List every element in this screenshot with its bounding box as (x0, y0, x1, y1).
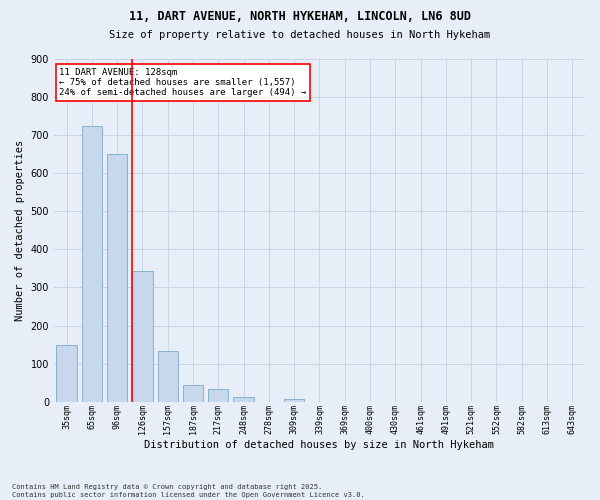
X-axis label: Distribution of detached houses by size in North Hykeham: Distribution of detached houses by size … (145, 440, 494, 450)
Bar (158, 351, 178, 402)
Bar (82, 126, 102, 402)
Y-axis label: Number of detached properties: Number of detached properties (15, 140, 25, 321)
Bar (107, 154, 127, 402)
Text: 11, DART AVENUE, NORTH HYKEHAM, LINCOLN, LN6 8UD: 11, DART AVENUE, NORTH HYKEHAM, LINCOLN,… (129, 10, 471, 23)
Bar (233, 396, 254, 402)
Text: Size of property relative to detached houses in North Hykeham: Size of property relative to detached ho… (109, 30, 491, 40)
Bar (133, 271, 152, 402)
Bar (284, 399, 304, 402)
Text: 11 DART AVENUE: 128sqm
← 75% of detached houses are smaller (1,557)
24% of semi-: 11 DART AVENUE: 128sqm ← 75% of detached… (59, 68, 307, 98)
Bar (183, 384, 203, 402)
Bar (56, 344, 77, 402)
Text: Contains HM Land Registry data © Crown copyright and database right 2025.
Contai: Contains HM Land Registry data © Crown c… (12, 484, 365, 498)
Bar (208, 389, 229, 402)
